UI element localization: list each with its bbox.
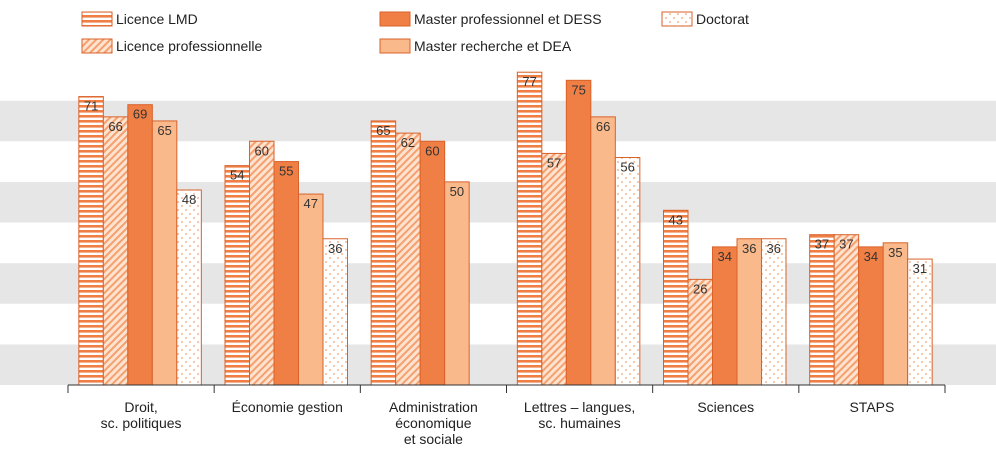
x-tick-label: Administration économique et sociale (389, 399, 478, 447)
bar (663, 209, 689, 386)
bar (273, 161, 299, 386)
bar (882, 242, 909, 386)
bar (151, 120, 178, 386)
bar (419, 140, 446, 386)
bar (370, 120, 397, 386)
value-label: 65 (157, 123, 171, 138)
value-label: 75 (571, 82, 585, 97)
value-label: 60 (255, 143, 269, 158)
bar (907, 258, 933, 386)
value-label: 36 (767, 241, 781, 256)
bar (809, 234, 835, 386)
x-tick-label: STAPS (849, 399, 895, 415)
value-label: 57 (547, 155, 561, 170)
x-tick-label: Économie gestion (231, 399, 343, 415)
grid-band (0, 60, 996, 101)
value-label: 34 (718, 249, 732, 264)
value-label: 47 (304, 196, 318, 211)
x-tick-label: Lettres – langues, sc. humaines (523, 399, 636, 431)
bar (298, 193, 324, 386)
value-label: 37 (839, 237, 853, 252)
bar (102, 116, 129, 386)
bar (78, 96, 104, 386)
bar (516, 71, 543, 386)
x-tick-label: Droit, sc. politiques (100, 399, 182, 431)
value-label: 48 (182, 192, 196, 207)
bar (858, 246, 884, 386)
bar (590, 116, 616, 386)
value-label: 36 (742, 241, 756, 256)
bar (712, 246, 738, 386)
value-label: 36 (328, 241, 342, 256)
value-label: 56 (620, 160, 634, 175)
bar (541, 152, 567, 386)
value-label: 66 (596, 119, 610, 134)
value-label: 77 (522, 74, 536, 89)
legend-swatch (81, 38, 113, 54)
value-label: 35 (888, 245, 902, 260)
legend-label: Master recherche et DEA (414, 38, 572, 54)
bar (736, 238, 762, 386)
legend-swatch (81, 11, 113, 27)
bar (224, 165, 250, 386)
bar (614, 157, 641, 386)
value-label: 50 (450, 184, 464, 199)
value-label: 34 (864, 249, 878, 264)
value-label: 54 (230, 168, 244, 183)
bar (565, 79, 592, 386)
bar (322, 238, 348, 386)
value-label: 69 (133, 107, 147, 122)
value-label: 55 (279, 164, 293, 179)
value-label: 31 (913, 261, 927, 276)
bar (444, 181, 470, 386)
bar (176, 189, 202, 386)
bar (761, 238, 787, 386)
x-tick-label: Sciences (697, 399, 755, 415)
legend-label: Licence professionnelle (116, 38, 263, 54)
value-label: 60 (425, 143, 439, 158)
legend-label: Master professionnel et DESS (414, 11, 602, 27)
bar (127, 104, 153, 386)
legend-swatch (379, 11, 411, 27)
value-label: 43 (669, 212, 683, 227)
bar (833, 234, 860, 386)
legend-swatch (661, 11, 693, 27)
bar (249, 140, 275, 386)
value-label: 37 (815, 237, 829, 252)
value-label: 66 (108, 119, 122, 134)
value-label: 71 (84, 99, 98, 114)
legend-label: Doctorat (696, 11, 749, 27)
value-label: 62 (401, 135, 415, 150)
legend-label: Licence LMD (116, 11, 198, 27)
bar (395, 132, 421, 386)
value-label: 65 (376, 123, 390, 138)
legend-swatch (379, 38, 411, 54)
value-label: 26 (693, 281, 707, 296)
